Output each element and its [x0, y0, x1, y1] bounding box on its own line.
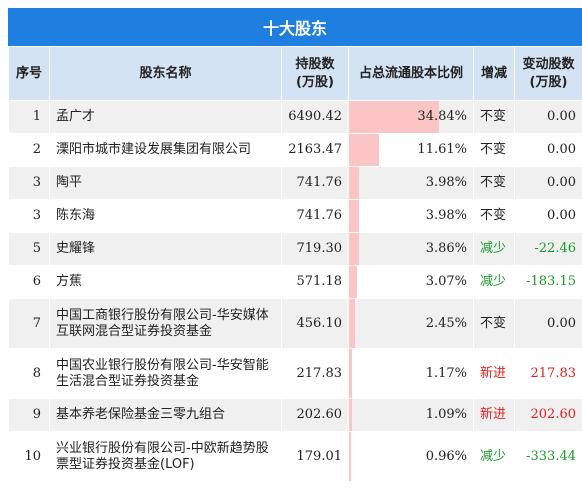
row-change-shares: 217.83: [514, 348, 582, 399]
table-row: 10 兴业银行股份有限公司-中欧新趋势股票型证券投资基金(LOF) 179.01 0.…: [8, 431, 582, 482]
ratio-value: 0.96%: [425, 448, 467, 464]
ratio-bar: [349, 134, 379, 166]
row-shares: 202.60: [281, 398, 349, 432]
col-header-rank: 序号: [8, 46, 50, 101]
row-rank: 9: [8, 398, 50, 432]
header-row: 序号 股东名称 持股数 (万股) 占总流通股本比例 增减 变动股数 (万股): [8, 46, 582, 101]
row-shareholder-name: 中国农业银行股份有限公司-华安智能生活混合型证券投资基金: [49, 348, 282, 399]
row-shares: 217.83: [281, 348, 349, 399]
row-change-status: 不变: [473, 166, 515, 200]
row-shares: 741.76: [281, 166, 349, 200]
row-change-shares: 0.00: [514, 133, 582, 167]
row-change-status: 新进: [473, 398, 515, 432]
row-shares: 719.30: [281, 232, 349, 266]
row-ratio-cell: 3.98%: [348, 199, 474, 233]
row-change-status: 新进: [473, 348, 515, 399]
row-change-shares: -183.15: [514, 265, 582, 299]
row-rank: 3: [8, 166, 50, 200]
table-row: 8 中国农业银行股份有限公司-华安智能生活混合型证券投资基金 217.83 1.17%…: [8, 348, 582, 399]
table-row: 9 基本养老保险基金三零九组合 202.60 1.09% 新进 202.60: [8, 398, 582, 432]
row-shares: 2163.47: [281, 133, 349, 167]
row-ratio-cell: 11.61%: [348, 133, 474, 167]
ratio-bar: [349, 101, 439, 133]
row-shareholder-name: 陶平: [49, 166, 282, 200]
ratio-value: 11.61%: [417, 142, 467, 157]
row-ratio-cell: 0.96%: [348, 431, 474, 482]
col-header-delta: 变动股数 (万股): [514, 46, 582, 101]
top-shareholders-table: 序号 股东名称 持股数 (万股) 占总流通股本比例 增减 变动股数 (万股) 1 孟广…: [8, 46, 582, 482]
row-change-shares: 0.00: [514, 100, 582, 134]
row-change-shares: 0.00: [514, 166, 582, 200]
row-ratio-cell: 3.07%: [348, 265, 474, 299]
row-ratio-cell: 34.84%: [348, 100, 474, 134]
row-change-status: 不变: [473, 298, 515, 349]
table-row: 1 孟广才 6490.42 34.84% 不变 0.00: [8, 100, 582, 134]
row-shares: 179.01: [281, 431, 349, 482]
col-header-change: 增减: [473, 46, 515, 101]
ratio-value: 3.07%: [425, 274, 467, 289]
ratio-value: 1.17%: [425, 365, 467, 381]
row-rank: 10: [8, 431, 50, 482]
ratio-value: 3.86%: [425, 241, 467, 256]
row-change-shares: 0.00: [514, 199, 582, 233]
ratio-bar: [349, 200, 360, 232]
ratio-bar: [349, 299, 356, 348]
ratio-bar: [349, 233, 359, 265]
row-shareholder-name: 溧阳市城市建设发展集团有限公司: [49, 133, 282, 167]
row-change-status: 减少: [473, 232, 515, 266]
row-change-status: 减少: [473, 265, 515, 299]
row-shareholder-name: 陈东海: [49, 199, 282, 233]
table-title: 十大股东: [8, 8, 582, 46]
row-shareholder-name: 史耀锋: [49, 232, 282, 266]
row-shares: 741.76: [281, 199, 349, 233]
row-rank: 7: [8, 298, 50, 349]
ratio-value: 34.84%: [417, 109, 467, 124]
row-rank: 1: [8, 100, 50, 134]
row-shareholder-name: 孟广才: [49, 100, 282, 134]
ratio-bar: [349, 349, 353, 398]
row-ratio-cell: 3.86%: [348, 232, 474, 266]
col-header-shares: 持股数 (万股): [281, 46, 349, 101]
col-header-ratio: 占总流通股本比例: [348, 46, 474, 101]
row-shareholder-name: 基本养老保险基金三零九组合: [49, 398, 282, 432]
row-rank: 8: [8, 348, 50, 399]
row-shares: 571.18: [281, 265, 349, 299]
table-row: 3 陶平 741.76 3.98% 不变 0.00: [8, 166, 582, 200]
ratio-value: 1.09%: [425, 407, 467, 422]
row-change-shares: 202.60: [514, 398, 582, 432]
row-shareholder-name: 方蕉: [49, 265, 282, 299]
table-row: 2 溧阳市城市建设发展集团有限公司 2163.47 11.61% 不变 0.00: [8, 133, 582, 167]
ratio-bar: [349, 167, 360, 199]
col-header-name: 股东名称: [49, 46, 282, 101]
row-change-status: 不变: [473, 133, 515, 167]
row-change-status: 不变: [473, 100, 515, 134]
ratio-value: 3.98%: [425, 175, 467, 190]
row-rank: 6: [8, 265, 50, 299]
row-change-shares: 0.00: [514, 298, 582, 349]
row-shareholder-name: 兴业银行股份有限公司-中欧新趋势股票型证券投资基金(LOF): [49, 431, 282, 482]
ratio-value: 3.98%: [425, 208, 467, 223]
row-change-shares: -22.46: [514, 232, 582, 266]
row-rank: 2: [8, 133, 50, 167]
row-shares: 6490.42: [281, 100, 349, 134]
row-shareholder-name: 中国工商银行股份有限公司-华安媒体互联网混合型证券投资基金: [49, 298, 282, 349]
ratio-bar: [349, 399, 352, 431]
row-ratio-cell: 2.45%: [348, 298, 474, 349]
ratio-bar: [349, 432, 352, 481]
ratio-bar: [349, 266, 357, 298]
row-change-shares: -333.44: [514, 431, 582, 482]
row-change-status: 减少: [473, 431, 515, 482]
row-rank: 5: [8, 232, 50, 266]
ratio-value: 2.45%: [425, 315, 467, 331]
row-ratio-cell: 1.17%: [348, 348, 474, 399]
table-row: 6 方蕉 571.18 3.07% 减少 -183.15: [8, 265, 582, 299]
table-row: 3 陈东海 741.76 3.98% 不变 0.00: [8, 199, 582, 233]
row-change-status: 不变: [473, 199, 515, 233]
row-ratio-cell: 3.98%: [348, 166, 474, 200]
row-shares: 456.10: [281, 298, 349, 349]
row-ratio-cell: 1.09%: [348, 398, 474, 432]
table-row: 7 中国工商银行股份有限公司-华安媒体互联网混合型证券投资基金 456.10 2.45…: [8, 298, 582, 349]
table-row: 5 史耀锋 719.30 3.86% 减少 -22.46: [8, 232, 582, 266]
row-rank: 3: [8, 199, 50, 233]
